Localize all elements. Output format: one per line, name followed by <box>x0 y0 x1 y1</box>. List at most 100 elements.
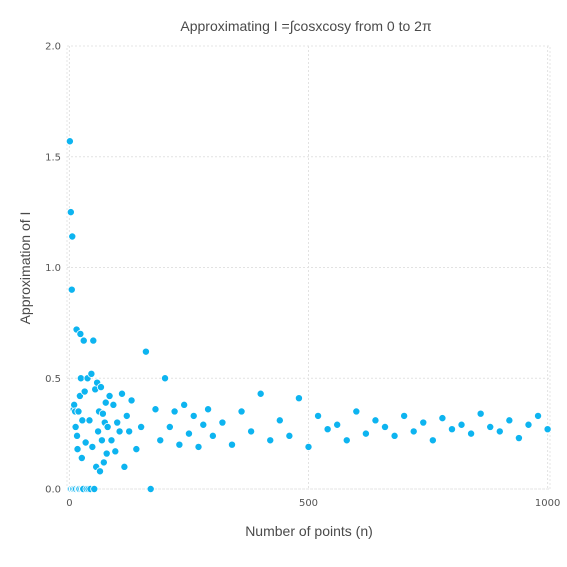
data-point <box>486 422 495 431</box>
data-point <box>218 418 227 427</box>
data-point <box>122 411 131 420</box>
data-point <box>132 445 141 454</box>
data-point <box>156 436 165 445</box>
data-point <box>314 411 323 420</box>
data-point <box>275 416 284 425</box>
y-tick-label: 1.0 <box>45 263 61 274</box>
x-axis-label: Number of points (n) <box>245 523 373 539</box>
data-point <box>419 418 428 427</box>
data-point <box>85 416 94 425</box>
data-point <box>199 420 208 429</box>
data-point <box>73 445 82 454</box>
x-tick-label: 0 <box>66 498 72 509</box>
data-point <box>495 427 504 436</box>
y-tick-label: 0.0 <box>45 485 61 496</box>
data-point <box>285 431 294 440</box>
data-point <box>409 427 418 436</box>
data-point <box>184 429 193 438</box>
data-point <box>524 420 533 429</box>
data-point <box>88 442 97 451</box>
data-point <box>96 467 105 476</box>
data-point <box>161 374 170 383</box>
data-point <box>71 422 80 431</box>
data-point <box>94 427 103 436</box>
data-point <box>80 387 89 396</box>
data-point <box>323 425 332 434</box>
data-point <box>514 434 523 443</box>
plot-area <box>66 45 551 490</box>
data-point <box>127 396 136 405</box>
data-point <box>141 347 150 356</box>
data-point <box>390 431 399 440</box>
data-point <box>371 416 380 425</box>
data-point <box>76 374 85 383</box>
data-point <box>79 336 88 345</box>
data-point <box>151 405 160 414</box>
data-point <box>81 438 90 447</box>
data-point <box>77 453 86 462</box>
data-point <box>342 436 351 445</box>
data-point <box>266 436 275 445</box>
data-point <box>534 411 543 420</box>
y-tick-label: 1.5 <box>45 152 61 163</box>
x-axis-ticks: 0 500 1000 <box>66 498 560 509</box>
grid <box>67 45 550 490</box>
data-point <box>101 398 110 407</box>
data-point <box>428 436 437 445</box>
data-point <box>208 431 217 440</box>
data-point <box>68 232 77 241</box>
data-point <box>438 414 447 423</box>
data-point <box>109 400 118 409</box>
data-point <box>87 369 96 378</box>
data-point <box>189 411 198 420</box>
data-point <box>103 422 112 431</box>
data-point <box>333 420 342 429</box>
y-tick-label: 0.5 <box>45 374 61 385</box>
data-point <box>102 449 111 458</box>
data-point <box>294 394 303 403</box>
data-point <box>107 436 116 445</box>
data-point <box>111 447 120 456</box>
x-tick-label: 500 <box>299 498 318 509</box>
data-point <box>105 391 114 400</box>
data-point <box>90 484 99 493</box>
data-point <box>89 336 98 345</box>
data-point <box>247 427 256 436</box>
data-point <box>76 329 85 338</box>
data-point <box>457 420 466 429</box>
data-point <box>118 389 127 398</box>
data-point <box>204 405 213 414</box>
data-point <box>256 389 265 398</box>
data-point <box>96 383 105 392</box>
data-point <box>99 458 108 467</box>
y-axis-ticks: 0.0 0.5 1.0 1.5 2.0 <box>45 42 61 496</box>
data-point <box>98 409 107 418</box>
data-point <box>73 431 82 440</box>
data-point <box>67 285 76 294</box>
data-point <box>505 416 514 425</box>
data-point <box>227 440 236 449</box>
data-point <box>115 427 124 436</box>
data-point <box>146 484 155 493</box>
data-point <box>180 400 189 409</box>
data-point <box>447 425 456 434</box>
data-point <box>381 422 390 431</box>
data-point <box>137 422 146 431</box>
data-point <box>165 422 174 431</box>
data-point <box>65 137 74 146</box>
chart-title: Approximating I =∫cosxcosy from 0 to 2π <box>180 18 432 34</box>
data-point <box>170 407 179 416</box>
data-point <box>78 416 87 425</box>
data-point <box>120 462 129 471</box>
data-point <box>304 442 313 451</box>
data-point <box>361 429 370 438</box>
data-point <box>237 407 246 416</box>
y-axis-label: Approximation of I <box>17 212 33 325</box>
data-point <box>175 440 184 449</box>
data-point <box>74 407 83 416</box>
data-point <box>352 407 361 416</box>
data-point <box>66 208 75 217</box>
data-point <box>113 418 122 427</box>
